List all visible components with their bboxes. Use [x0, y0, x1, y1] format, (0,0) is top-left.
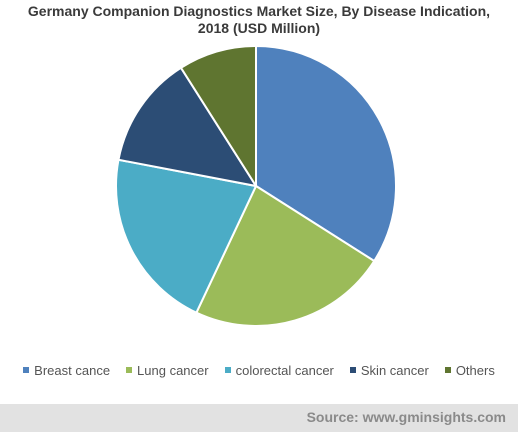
pie-slice-skin-cancer — [117, 66, 257, 187]
legend-item-breast-cance: Breast cance — [23, 363, 110, 378]
chart-legend: Breast cance Lung cancer colorectal cancer… — [0, 360, 518, 380]
legend-label-breast-cance: Breast cance — [34, 362, 111, 378]
pie-slice-lung-cancer — [195, 185, 376, 327]
legend-item-colorectal-cancer: colorectal cancer — [224, 362, 334, 378]
pie-slice-others — [179, 45, 257, 187]
legend-swatch-others — [444, 367, 451, 373]
legend-label-others: Others — [455, 362, 495, 378]
legend-label-lung-cancer: Lung cancer — [137, 362, 209, 378]
legend-swatch-colorectal-cancer — [224, 367, 231, 373]
legend-swatch-skin-cancer — [349, 367, 356, 373]
legend-swatch-breast-cance — [23, 367, 30, 373]
legend-item-lung-cancer: Lung cancer — [126, 363, 209, 378]
source-text: Source: www.gminsights.com — [306, 409, 506, 425]
chart-title-line-2: 2018 (USD Million) — [197, 20, 321, 36]
legend-item-skin-cancer: Skin cancer — [349, 362, 429, 378]
legend-swatch-lung-cancer — [126, 367, 133, 373]
pie-slice-colorectal-cancer — [115, 158, 257, 314]
legend-label-skin-cancer: Skin cancer — [360, 362, 429, 378]
legend-label-colorectal-cancer: colorectal cancer — [235, 362, 334, 378]
chart-title: Germany Companion Diagnostics Market Siz… — [0, 3, 518, 37]
chart-title-line-1: Germany Companion Diagnostics Market Siz… — [27, 3, 491, 19]
source-bar: Source: www.gminsights.com — [0, 404, 518, 432]
legend-item-others: Others — [444, 362, 495, 378]
